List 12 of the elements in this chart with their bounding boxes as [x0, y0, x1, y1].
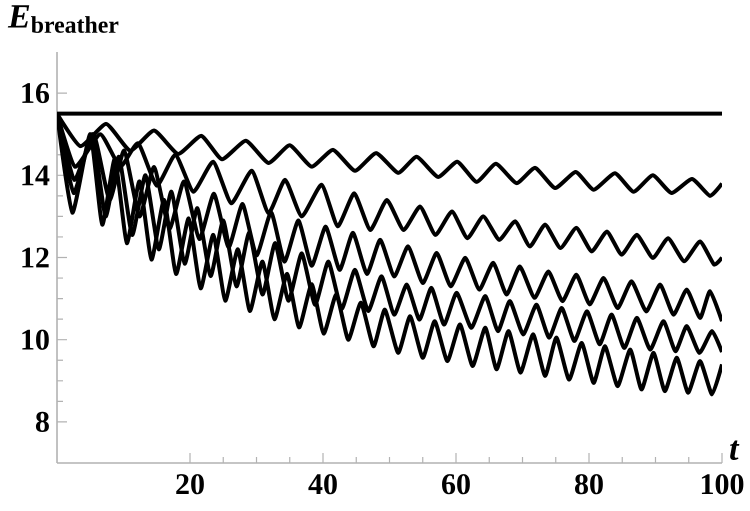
y-tick-label: 14	[22, 165, 50, 186]
x-axis-title: t	[730, 440, 740, 460]
x-tick-label: 60	[442, 474, 470, 494]
y-tick-label: 12	[22, 248, 49, 268]
y-axis-title: E$_{breather}$	[8, 5, 118, 33]
x-tick-label: 20	[176, 474, 204, 494]
x-tick-label: 40	[308, 474, 337, 494]
y-tick-label: 16	[22, 83, 50, 104]
y-tick-label: 8	[36, 412, 49, 432]
y-tick-label: 10	[22, 330, 49, 350]
x-tick-label: 100	[702, 474, 744, 494]
x-tick-label: 80	[575, 474, 603, 494]
